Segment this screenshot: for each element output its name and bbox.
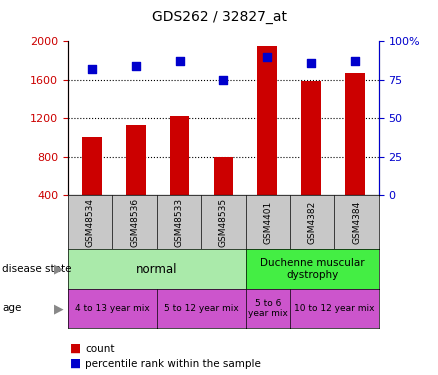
Text: disease state: disease state xyxy=(2,264,72,274)
Text: GSM48536: GSM48536 xyxy=(130,198,139,247)
Bar xyxy=(82,137,102,195)
Text: ▶: ▶ xyxy=(54,302,64,315)
Point xyxy=(132,63,139,69)
Text: Duchenne muscular
dystrophy: Duchenne muscular dystrophy xyxy=(260,258,364,280)
Text: GSM4384: GSM4384 xyxy=(352,201,361,244)
Bar xyxy=(213,157,233,195)
Bar xyxy=(258,46,277,195)
Point xyxy=(264,54,271,60)
Text: GSM48534: GSM48534 xyxy=(85,198,95,247)
Text: percentile rank within the sample: percentile rank within the sample xyxy=(85,359,261,369)
Bar xyxy=(170,116,189,195)
Point xyxy=(307,60,314,66)
Bar xyxy=(126,125,145,195)
Text: 10 to 12 year mix: 10 to 12 year mix xyxy=(294,304,374,313)
Point xyxy=(351,58,358,64)
Text: GSM48535: GSM48535 xyxy=(219,198,228,247)
Text: ■: ■ xyxy=(70,357,81,370)
Text: normal: normal xyxy=(136,262,177,276)
Text: count: count xyxy=(85,344,115,354)
Text: ▶: ▶ xyxy=(54,262,64,276)
Text: 5 to 12 year mix: 5 to 12 year mix xyxy=(164,304,239,313)
Bar xyxy=(301,81,321,195)
Point xyxy=(176,58,183,64)
Text: 5 to 6
year mix: 5 to 6 year mix xyxy=(248,299,288,318)
Bar xyxy=(345,73,365,195)
Text: 4 to 13 year mix: 4 to 13 year mix xyxy=(75,304,150,313)
Text: GSM4401: GSM4401 xyxy=(263,201,272,244)
Text: GSM4382: GSM4382 xyxy=(308,201,317,244)
Text: ■: ■ xyxy=(70,342,81,355)
Text: GSM48533: GSM48533 xyxy=(174,198,184,247)
Text: GDS262 / 32827_at: GDS262 / 32827_at xyxy=(152,10,286,24)
Point xyxy=(220,77,227,83)
Point xyxy=(88,66,95,72)
Text: age: age xyxy=(2,303,21,313)
